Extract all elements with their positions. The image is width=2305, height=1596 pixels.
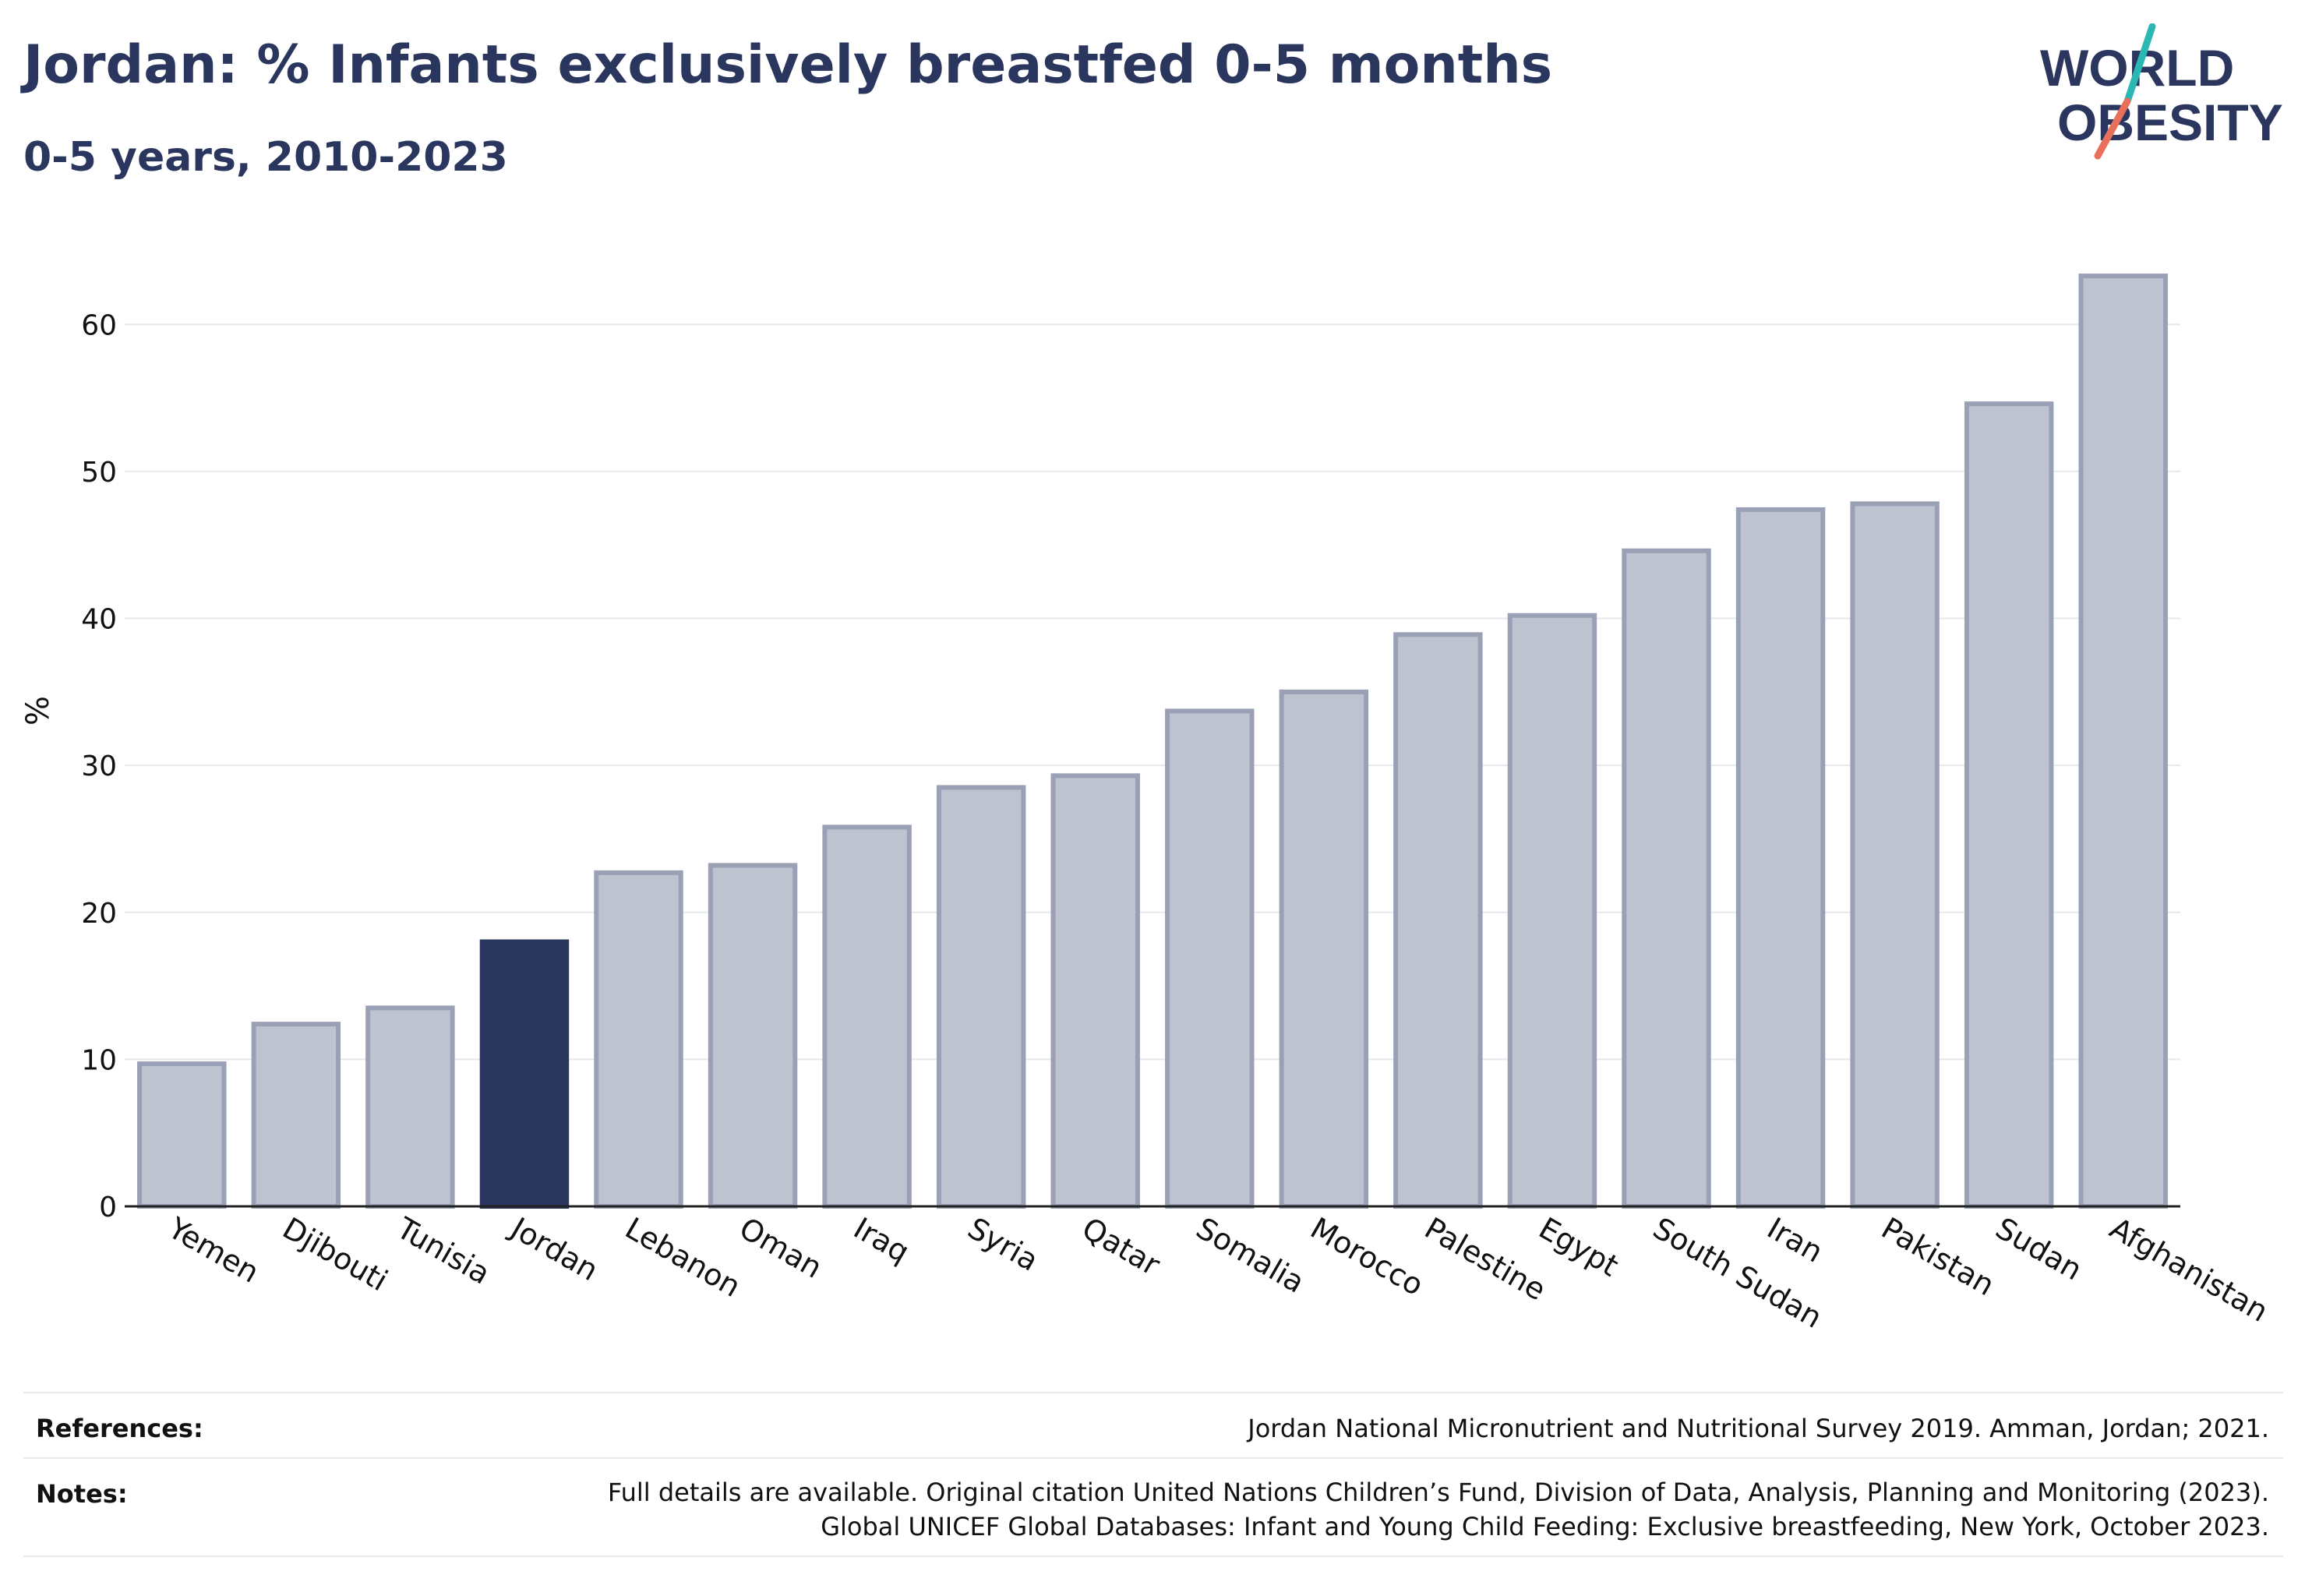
logo-slash-teal (2123, 23, 2156, 105)
footer-divider-middle (23, 1457, 2283, 1459)
x-tick-label: Iran (1762, 1211, 1829, 1269)
x-tick-label: Pakistan (1876, 1211, 2000, 1303)
y-tick-label: 30 (81, 750, 117, 782)
bar-yemen (137, 1061, 227, 1209)
x-tick-label: Iraq (848, 1211, 915, 1269)
bars-layer (137, 274, 2168, 1209)
y-tick-label: 20 (81, 898, 117, 930)
world-obesity-logo: WORLD OBESITY (2040, 23, 2283, 160)
x-tick-label: Sudan (1990, 1211, 2088, 1287)
bar-oman (708, 863, 798, 1209)
bar-syria (936, 785, 1026, 1209)
logo-line2: OBESITY (2057, 94, 2283, 151)
y-tick-label: 40 (81, 604, 117, 636)
bar-sudan (1964, 401, 2054, 1209)
x-tick-label: Qatar (1076, 1211, 1166, 1283)
y-tick-label: 10 (81, 1044, 117, 1076)
y-tick-label: 60 (81, 309, 117, 341)
logo-slash-coral (2094, 97, 2131, 160)
x-tick-label: Jordan (504, 1210, 604, 1288)
bar-qatar (1050, 773, 1140, 1209)
bar-palestine (1393, 632, 1483, 1209)
bar-morocco (1279, 689, 1369, 1209)
bar-lebanon (594, 870, 683, 1209)
references-text: Jordan National Micronutrient and Nutrit… (1248, 1414, 2269, 1443)
bar-pakistan (1850, 501, 1940, 1209)
bar-egypt (1507, 613, 1597, 1209)
chart-title: Jordan: % Infants exclusively breastfed … (23, 34, 1553, 96)
bar-somalia (1165, 708, 1255, 1209)
references-label: References: (36, 1414, 203, 1443)
footer-divider-top (23, 1392, 2283, 1393)
y-tick-label: 50 (81, 457, 117, 489)
bar-djibouti (251, 1022, 341, 1209)
bar-south-sudan (1622, 548, 1711, 1209)
bar-iraq (822, 824, 912, 1209)
bar-iran (1735, 507, 1826, 1209)
bar-afghanistan (2078, 274, 2168, 1209)
x-tick-label: Afghanistan (2104, 1211, 2274, 1329)
x-tick-label: Palestine (1419, 1211, 1551, 1308)
x-tick-label: Djibouti (277, 1211, 394, 1298)
x-tick-label: Oman (734, 1211, 828, 1285)
x-tick-label: Syria (962, 1211, 1044, 1278)
x-tick-label: Tunisia (390, 1210, 496, 1291)
x-tick-label: Lebanon (619, 1211, 747, 1304)
notes-line-2: Global UNICEF Global Databases: Infant a… (821, 1512, 2269, 1541)
grid-layer (125, 323, 2180, 1061)
x-tick-label: Somalia (1191, 1211, 1311, 1300)
x-tick-label: Morocco (1304, 1211, 1429, 1303)
notes-label: Notes: (36, 1479, 128, 1509)
y-axis-label: % (20, 696, 56, 726)
notes-line-1: Full details are available. Original cit… (607, 1478, 2269, 1507)
bar-jordan (479, 939, 570, 1209)
y-tick-label: 0 (99, 1192, 117, 1223)
bar-tunisia (365, 1005, 455, 1209)
x-tick-label: Yemen (162, 1210, 265, 1290)
chart-subtitle: 0-5 years, 2010-2023 (23, 134, 508, 181)
footer-divider-bottom (23, 1555, 2283, 1557)
x-tick-label: Egypt (1533, 1211, 1624, 1284)
